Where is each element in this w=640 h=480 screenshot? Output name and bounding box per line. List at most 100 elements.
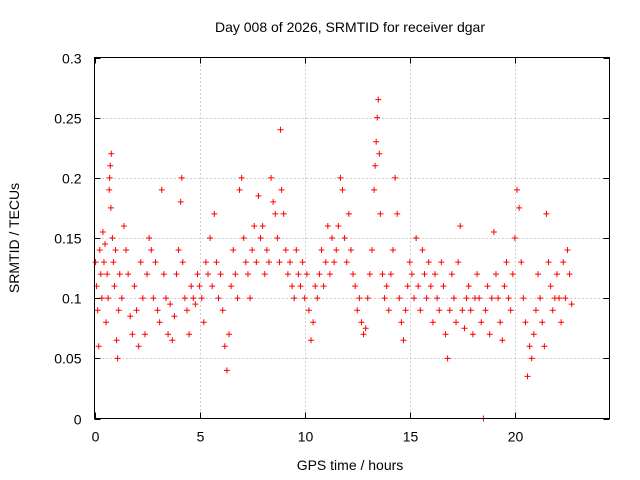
data-point [478,319,485,326]
data-point [545,259,552,266]
data-point [144,271,151,278]
data-point [558,319,565,326]
data-point [116,271,123,278]
data-point [299,259,306,266]
data-point [419,247,426,254]
data-point [387,271,394,278]
data-point [560,259,567,266]
data-point [495,295,502,302]
data-point [392,174,399,181]
data-point [376,150,383,157]
data-point [360,331,367,338]
data-point [415,283,422,290]
data-point [486,331,493,338]
data-point [110,259,117,266]
data-point [139,295,146,302]
data-point [160,271,167,278]
data-point [95,343,102,350]
data-point [297,283,304,290]
data-point [236,186,243,193]
data-point [442,331,449,338]
data-point [293,247,300,254]
data-point [343,259,350,266]
data-point [215,295,222,302]
data-point [501,283,508,290]
data-point [474,271,481,278]
data-point [372,162,379,169]
data-point [282,247,289,254]
data-point [303,271,310,278]
data-point [162,295,169,302]
data-point [457,222,464,229]
data-point [404,283,411,290]
data-point [247,295,254,302]
data-point [194,271,201,278]
data-point [230,247,237,254]
data-point [553,271,560,278]
y-tick-label: 0.1 [62,291,82,307]
data-point [123,247,130,254]
data-point [118,295,125,302]
data-point [274,235,281,241]
data-point [532,307,539,314]
data-point [379,271,386,278]
data-point [320,283,327,290]
data-point [209,283,216,290]
data-point [514,186,521,193]
data-point [335,222,342,229]
data-point [255,192,262,199]
data-point [200,319,207,326]
data-point [261,271,268,278]
data-point [499,337,506,344]
data-point [234,295,241,302]
data-point [217,271,224,278]
data-point [107,162,114,169]
data-point [434,295,441,302]
data-point [455,259,462,266]
data-point [492,271,499,278]
data-point [104,271,111,278]
data-point [156,319,163,326]
data-point [368,247,375,254]
data-point [411,295,418,302]
data-point [511,235,518,241]
data-point [429,319,436,326]
data-point [253,259,260,266]
data-point [146,235,153,241]
data-point [350,271,357,278]
data-point [120,222,127,229]
data-point [537,295,544,302]
data-point [446,307,453,314]
data-point [556,295,563,302]
data-point [102,241,109,248]
data-point [463,295,470,302]
data-point [331,259,338,266]
data-point [251,222,258,229]
data-point [111,283,118,290]
data-point [141,331,148,338]
data-point [520,295,527,302]
data-point [509,271,516,278]
data-point [135,343,142,350]
data-point [438,259,445,266]
data-point [402,307,409,314]
y-tick-label: 0.15 [54,231,81,247]
data-point [417,307,424,314]
data-point [171,313,178,320]
data-point [427,283,434,290]
data-point [362,325,369,332]
data-point [100,259,107,266]
data-point [167,301,174,308]
data-point [564,247,571,254]
data-point [96,247,103,254]
data-point [186,331,193,338]
data-point [326,271,333,278]
data-point [268,174,275,181]
data-point [413,235,420,241]
data-point [244,271,251,278]
data-point [329,235,336,241]
data-point [408,271,415,278]
y-tick-label: 0.3 [62,51,82,67]
data-point [280,210,287,217]
data-point [305,307,312,314]
